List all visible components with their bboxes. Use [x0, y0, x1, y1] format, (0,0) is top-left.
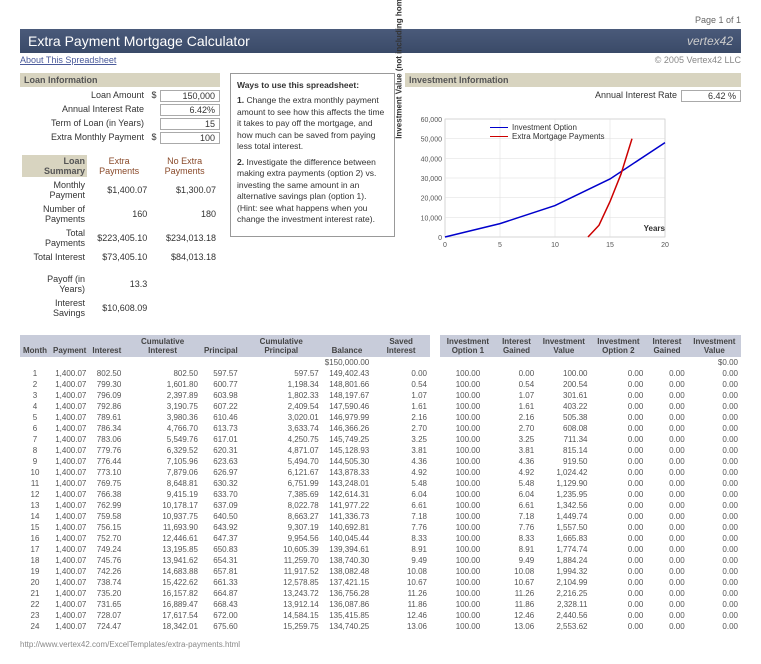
- svg-text:0: 0: [438, 235, 442, 242]
- svg-text:15: 15: [606, 242, 614, 249]
- svg-text:0: 0: [443, 242, 447, 249]
- svg-text:10,000: 10,000: [421, 215, 443, 222]
- svg-text:60,000: 60,000: [421, 117, 443, 124]
- title-bar: Extra Payment Mortgage Calculator vertex…: [20, 29, 741, 53]
- loan-summary-header: Loan Summary: [22, 155, 87, 177]
- sub-links: About This Spreadsheet © 2005 Vertex42 L…: [20, 55, 741, 65]
- ways-box: Ways to use this spreadsheet: 1. Change …: [230, 73, 395, 237]
- loan-input[interactable]: 150,000: [160, 90, 220, 102]
- amortization-table: MonthPaymentInterestCumulative InterestP…: [20, 335, 430, 632]
- footer-url: http://www.vertex42.com/ExcelTemplates/e…: [20, 640, 741, 649]
- investment-table: Investment Option 1Interest GainedInvest…: [440, 335, 741, 632]
- svg-text:10: 10: [551, 242, 559, 249]
- loan-info-header: Loan Information: [20, 73, 220, 87]
- svg-text:20,000: 20,000: [421, 196, 443, 203]
- invest-rate-label: Annual Interest Rate: [405, 90, 681, 102]
- loan-summary-table: Loan Summary Extra Payments No Extra Pay…: [20, 153, 220, 321]
- loan-input[interactable]: 100: [160, 132, 220, 144]
- svg-text:40,000: 40,000: [421, 156, 443, 163]
- svg-text:20: 20: [661, 242, 669, 249]
- page-title: Extra Payment Mortgage Calculator: [28, 33, 250, 49]
- svg-text:5: 5: [498, 242, 502, 249]
- investment-chart: Investment Value (not including home equ…: [405, 111, 685, 261]
- logo: vertex42: [687, 34, 733, 48]
- loan-input[interactable]: 6.42%: [160, 104, 220, 116]
- svg-text:50,000: 50,000: [421, 137, 443, 144]
- copyright: © 2005 Vertex42 LLC: [655, 55, 741, 65]
- loan-input[interactable]: 15: [160, 118, 220, 130]
- invest-rate-value[interactable]: 6.42 %: [681, 90, 741, 102]
- investment-header: Investment Information: [405, 73, 741, 87]
- page-indicator: Page 1 of 1: [20, 15, 741, 25]
- about-link[interactable]: About This Spreadsheet: [20, 55, 116, 65]
- svg-text:30,000: 30,000: [421, 176, 443, 183]
